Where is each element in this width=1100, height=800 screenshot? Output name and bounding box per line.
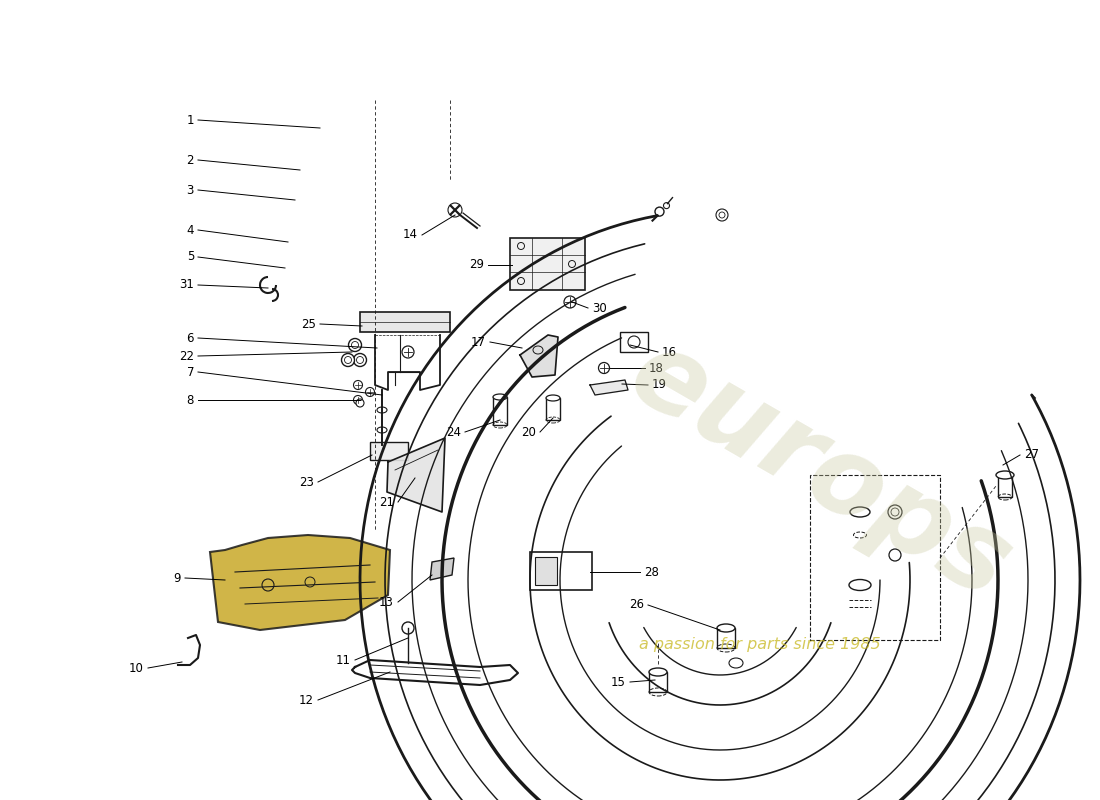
Ellipse shape bbox=[663, 202, 670, 209]
Text: 14: 14 bbox=[403, 229, 418, 242]
Ellipse shape bbox=[377, 427, 387, 433]
Text: 7: 7 bbox=[187, 366, 194, 378]
Bar bbox=[535, 557, 557, 585]
Text: 23: 23 bbox=[299, 475, 314, 489]
Bar bbox=[493, 397, 507, 425]
Ellipse shape bbox=[546, 395, 560, 401]
Text: 13: 13 bbox=[379, 595, 394, 609]
Text: 11: 11 bbox=[336, 654, 351, 666]
Text: 28: 28 bbox=[644, 566, 659, 578]
Text: 16: 16 bbox=[662, 346, 676, 358]
Text: 27: 27 bbox=[1024, 449, 1040, 462]
Text: 3: 3 bbox=[187, 183, 194, 197]
Polygon shape bbox=[590, 380, 628, 395]
Ellipse shape bbox=[341, 354, 354, 366]
Bar bbox=[998, 475, 1012, 497]
Ellipse shape bbox=[598, 362, 609, 374]
Polygon shape bbox=[210, 535, 390, 630]
Ellipse shape bbox=[365, 387, 374, 397]
Text: 8: 8 bbox=[187, 394, 194, 406]
Ellipse shape bbox=[353, 381, 363, 390]
Text: 10: 10 bbox=[129, 662, 144, 674]
Polygon shape bbox=[430, 558, 454, 580]
Polygon shape bbox=[387, 438, 446, 512]
Bar bbox=[510, 238, 585, 290]
Text: 24: 24 bbox=[446, 426, 461, 438]
Ellipse shape bbox=[402, 346, 414, 358]
Text: 4: 4 bbox=[187, 223, 194, 237]
Bar bbox=[620, 332, 648, 352]
Text: 6: 6 bbox=[187, 331, 194, 345]
Text: 30: 30 bbox=[592, 302, 607, 314]
Text: 29: 29 bbox=[469, 258, 484, 271]
Text: 17: 17 bbox=[471, 335, 486, 349]
Text: 22: 22 bbox=[179, 350, 194, 362]
Ellipse shape bbox=[377, 407, 387, 413]
Ellipse shape bbox=[564, 296, 576, 308]
Ellipse shape bbox=[717, 624, 735, 632]
Bar bbox=[530, 552, 592, 590]
Ellipse shape bbox=[353, 395, 363, 405]
Bar bbox=[360, 312, 450, 332]
Text: 25: 25 bbox=[301, 318, 316, 330]
Bar bbox=[370, 442, 408, 460]
Ellipse shape bbox=[349, 338, 362, 351]
Text: 31: 31 bbox=[179, 278, 194, 291]
Text: a passion for parts since 1985: a passion for parts since 1985 bbox=[639, 638, 881, 653]
Bar bbox=[717, 628, 735, 648]
Text: 12: 12 bbox=[299, 694, 314, 706]
Ellipse shape bbox=[493, 394, 507, 400]
Ellipse shape bbox=[649, 668, 667, 676]
Bar bbox=[810, 475, 940, 640]
Text: 5: 5 bbox=[187, 250, 194, 263]
Polygon shape bbox=[520, 335, 558, 377]
Text: 21: 21 bbox=[379, 495, 394, 509]
Text: 9: 9 bbox=[174, 571, 182, 585]
Text: 20: 20 bbox=[521, 426, 536, 438]
Ellipse shape bbox=[996, 471, 1014, 479]
Ellipse shape bbox=[654, 207, 664, 216]
Ellipse shape bbox=[353, 354, 366, 366]
Text: 19: 19 bbox=[652, 378, 667, 391]
Bar bbox=[649, 672, 667, 692]
Text: 26: 26 bbox=[629, 598, 644, 611]
Text: 18: 18 bbox=[649, 362, 664, 374]
Bar bbox=[546, 398, 560, 420]
Ellipse shape bbox=[356, 399, 364, 407]
Text: 2: 2 bbox=[187, 154, 194, 166]
Text: 15: 15 bbox=[612, 675, 626, 689]
Text: europs: europs bbox=[612, 319, 1028, 621]
Text: 1: 1 bbox=[187, 114, 194, 126]
